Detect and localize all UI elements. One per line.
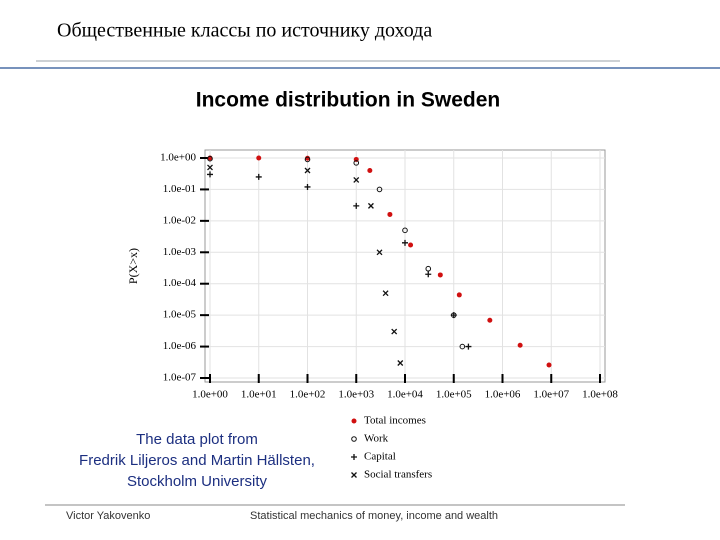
data-point xyxy=(376,186,383,193)
x-tick-label: 1.0e+05 xyxy=(436,389,472,401)
footer-text: Victor Yakovenko xyxy=(66,510,150,522)
legend-label: Social transfers xyxy=(364,469,432,481)
y-tick-label: 1.0e-07 xyxy=(163,372,197,384)
x-tick-label: 1.0e+02 xyxy=(290,389,326,401)
legend-marker xyxy=(351,436,357,442)
data-point xyxy=(408,242,414,248)
y-axis-label: P(X>x) xyxy=(126,248,140,284)
data-point xyxy=(376,249,383,256)
data-point xyxy=(517,342,523,348)
y-tick-label: 1.0e-06 xyxy=(163,340,197,352)
y-tick-label: 1.0e+00 xyxy=(160,152,196,164)
legend-label: Total incomes xyxy=(364,415,426,427)
y-tick-label: 1.0e-02 xyxy=(163,214,196,226)
data-point xyxy=(304,156,311,163)
data-point xyxy=(256,155,262,161)
y-tick-label: 1.0e-05 xyxy=(163,309,197,321)
y-tick-label: 1.0e-04 xyxy=(163,277,197,289)
data-point xyxy=(402,227,408,234)
footer-text: Statistical mechanics of money, income a… xyxy=(250,510,498,522)
data-point xyxy=(207,171,213,178)
data-point xyxy=(255,173,262,180)
slide-header: Общественные классы по источнику дохода xyxy=(57,20,432,42)
data-point xyxy=(207,155,213,162)
data-point xyxy=(546,362,552,368)
data-point xyxy=(402,239,408,246)
data-point xyxy=(207,164,213,171)
data-point xyxy=(353,177,360,183)
data-point xyxy=(450,312,457,319)
legend-label: Work xyxy=(364,433,389,445)
data-point xyxy=(425,271,432,278)
x-tick-label: 1.0e+07 xyxy=(533,389,569,401)
legend-marker xyxy=(351,454,357,460)
credit: The data plot from xyxy=(136,431,258,448)
data-point xyxy=(456,292,462,298)
legend-marker xyxy=(351,418,357,424)
credit: Fredrik Liljeros and Martin Hällsten, xyxy=(79,452,315,469)
y-tick-label: 1.0e-01 xyxy=(163,183,196,195)
chart-title: Income distribution in Sweden xyxy=(196,89,501,112)
data-point xyxy=(304,167,311,174)
data-point xyxy=(397,360,404,366)
data-point xyxy=(459,343,466,350)
data-point xyxy=(353,160,360,166)
y-tick-label: 1.0e-03 xyxy=(163,246,197,258)
data-point xyxy=(425,265,432,272)
legend-label: Capital xyxy=(364,451,396,463)
data-point xyxy=(367,168,373,174)
data-point xyxy=(437,272,443,278)
data-point xyxy=(391,328,398,335)
data-point xyxy=(353,202,360,209)
x-tick-label: 1.0e+03 xyxy=(338,389,374,401)
x-tick-label: 1.0e+01 xyxy=(241,389,277,401)
data-point xyxy=(387,211,393,217)
credit: Stockholm University xyxy=(127,473,268,490)
x-tick-label: 1.0e+00 xyxy=(192,389,228,401)
data-point xyxy=(304,183,311,190)
legend-marker xyxy=(351,472,357,478)
x-tick-label: 1.0e+06 xyxy=(485,389,521,401)
x-tick-label: 1.0e+08 xyxy=(582,389,618,401)
data-point xyxy=(382,290,389,297)
data-point xyxy=(487,317,493,323)
x-tick-label: 1.0e+04 xyxy=(387,389,423,401)
data-point xyxy=(367,202,374,209)
data-point xyxy=(465,343,472,350)
